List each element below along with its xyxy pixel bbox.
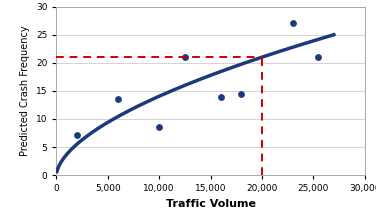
Point	[315, 55, 321, 59]
Point	[182, 55, 188, 59]
Point	[156, 126, 162, 129]
Y-axis label: Predicted Crash Frequency: Predicted Crash Frequency	[20, 26, 30, 156]
X-axis label: Traffic Volume: Traffic Volume	[165, 199, 256, 209]
Point	[115, 98, 121, 101]
Point	[218, 95, 224, 98]
Point	[290, 22, 296, 25]
Point	[74, 133, 80, 136]
Point	[238, 92, 244, 95]
